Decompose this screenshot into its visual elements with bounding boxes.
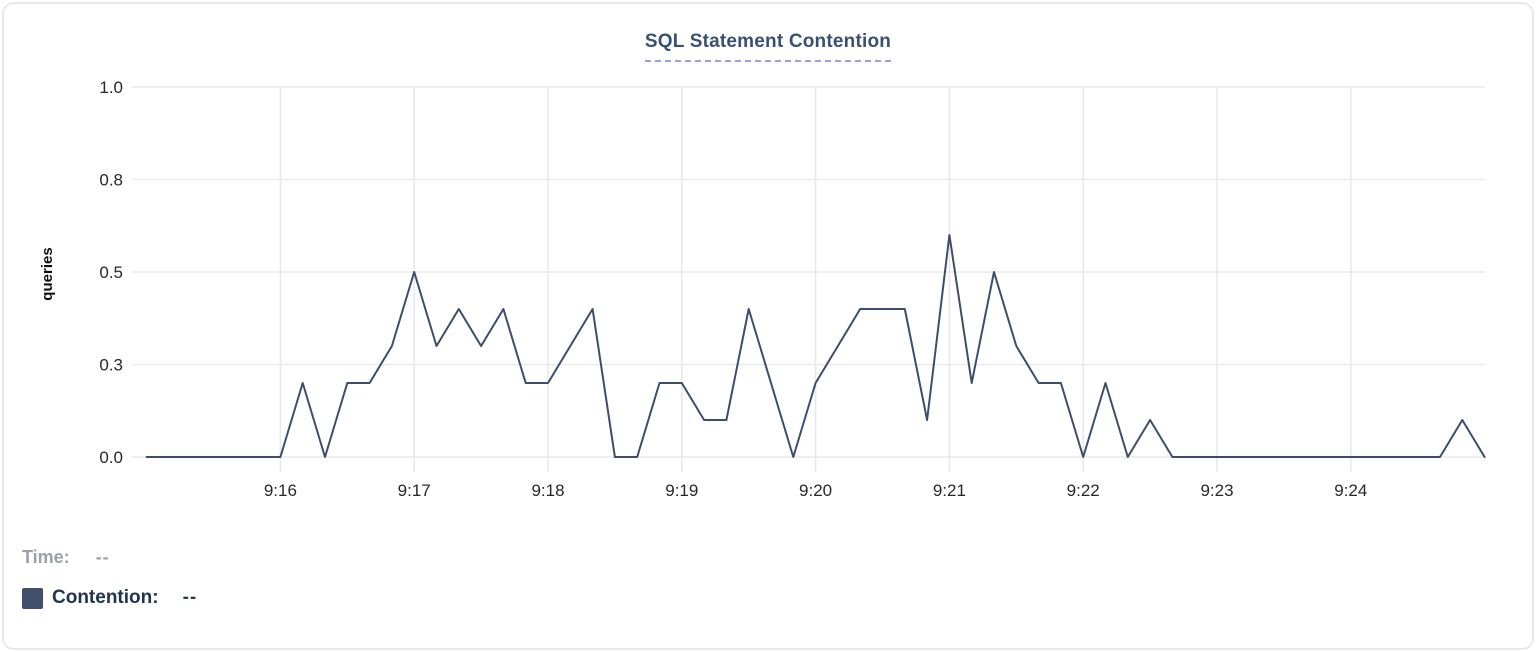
chart-title-wrap: SQL Statement Contention <box>4 31 1532 62</box>
y-tick-label: 0.5 <box>99 263 123 282</box>
y-tick-label: 0.3 <box>99 356 123 375</box>
y-tick-label: 0.0 <box>99 448 123 467</box>
y-tick-label: 0.8 <box>99 171 123 190</box>
x-tick-label: 9:18 <box>531 481 564 500</box>
x-tick-label: 9:16 <box>264 481 297 500</box>
legend-time-row: Time: -- <box>22 547 197 568</box>
x-tick-label: 9:17 <box>398 481 431 500</box>
y-tick-label: 1.0 <box>99 78 123 97</box>
series-line-layer <box>145 234 1486 458</box>
legend: Time: -- Contention: -- <box>22 547 197 609</box>
contention-chart[interactable]: 1.0 0.8 0.5 0.3 0.0 9:16 9:17 9:18 9:19 9:20 9:21 9… <box>4 4 1536 516</box>
x-tick-label: 9:21 <box>933 481 966 500</box>
x-tick-label: 9:23 <box>1200 481 1233 500</box>
y-axis-title: queries <box>39 247 56 300</box>
grid-layer <box>132 86 1485 472</box>
axis-label-layer: 1.0 0.8 0.5 0.3 0.0 9:16 9:17 9:18 9:19 9:20 9:21 9… <box>99 78 1367 500</box>
time-value: -- <box>95 547 110 567</box>
x-tick-label: 9:19 <box>665 481 698 500</box>
time-label: Time: <box>22 547 70 567</box>
x-tick-label: 9:20 <box>799 481 832 500</box>
x-tick-label: 9:22 <box>1067 481 1100 500</box>
contention-line[interactable] <box>145 234 1486 458</box>
series-value: -- <box>182 587 198 608</box>
chart-title[interactable]: SQL Statement Contention <box>644 31 892 62</box>
series-label: Contention: <box>52 587 159 608</box>
x-tick-label: 9:24 <box>1334 481 1367 500</box>
series-color-swatch <box>22 587 43 609</box>
legend-series-row: Contention: -- <box>22 587 197 609</box>
